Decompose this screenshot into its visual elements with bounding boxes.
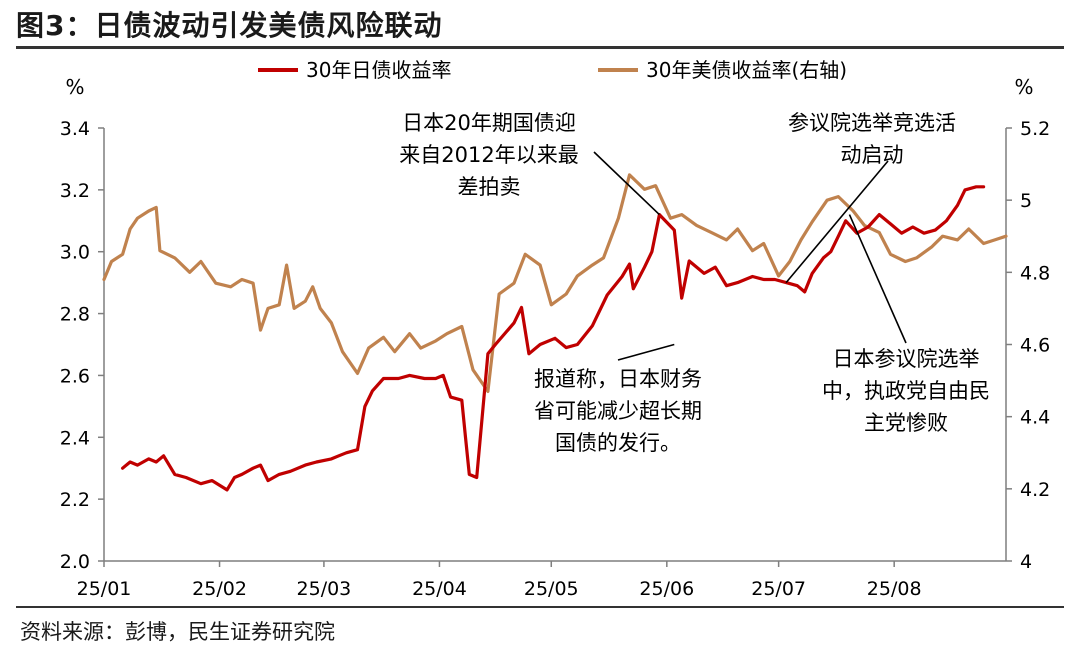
- ann-jgb20-leader: [593, 151, 660, 216]
- right-tick-label: 4.4: [1020, 407, 1050, 429]
- ann-election-result-leader: [848, 214, 907, 344]
- ann-mof-text: 报道称，日本财务: [534, 367, 702, 391]
- right-tick-label: 5: [1020, 190, 1032, 212]
- left-tick-label: 2.2: [60, 489, 90, 511]
- legend-label-jgb30: 30年日债收益率: [306, 58, 451, 82]
- series-line-jgb30: [121, 185, 986, 492]
- left-axis-unit: %: [65, 75, 84, 99]
- ann-election-result-text: 主党惨败: [864, 411, 948, 435]
- x-tick-label: 25/05: [524, 578, 579, 600]
- left-tick-label: 2.6: [60, 365, 90, 387]
- right-tick-label: 4: [1020, 551, 1032, 573]
- ann-election-start-leader: [785, 160, 889, 284]
- left-tick-label: 2.0: [60, 551, 90, 573]
- legend: 30年日债收益率 30年美债收益率(右轴): [258, 58, 847, 82]
- chart: % % 2.0 2.2 2.4 2.6 2.8 3.0 3.2 3.4 4 4.2 4.4 4.6 4.8 5…: [60, 58, 1050, 600]
- x-tick-label: 25/01: [77, 578, 132, 600]
- right-tick-label: 4.6: [1020, 335, 1050, 357]
- ann-jgb20-text: 来自2012年以来最: [399, 143, 578, 167]
- x-tick-label: 25/08: [867, 578, 922, 600]
- x-tick-label: 25/03: [297, 578, 352, 600]
- series-layer: [102, 173, 1008, 492]
- ann-election-result-text: 中，执政党自由民: [822, 379, 990, 403]
- right-tick-label: 4.2: [1020, 479, 1050, 501]
- x-tick-label: 25/02: [192, 578, 247, 600]
- bottom-rule: [16, 606, 1064, 608]
- x-tick-label: 25/04: [412, 578, 467, 600]
- annotation-layer: 日本20年期国债迎来自2012年以来最差拍卖报道称，日本财务省可能减少超长期国债…: [399, 111, 990, 455]
- ann-jgb20-text: 日本20年期国债迎: [402, 111, 576, 135]
- title-rule: [16, 46, 1064, 49]
- left-tick-label: 3.4: [60, 118, 90, 140]
- ann-election-start-text: 参议院选举竞选活: [788, 111, 956, 135]
- ann-mof-text: 省可能减少超长期: [534, 399, 702, 423]
- x-tick-label: 25/06: [639, 578, 694, 600]
- left-tick-label: 3.0: [60, 242, 90, 264]
- right-axis-unit: %: [1014, 75, 1033, 99]
- series-line-ust30: [102, 173, 1008, 393]
- ann-election-start-text: 动启动: [841, 143, 904, 167]
- axes: % % 2.0 2.2 2.4 2.6 2.8 3.0 3.2 3.4 4 4.2 4.4 4.6 4.8 5…: [60, 75, 1050, 600]
- source-note: 资料来源：彭博，民生证券研究院: [20, 620, 335, 644]
- left-tick-label: 2.8: [60, 304, 90, 326]
- ann-election-result-text: 日本参议院选举: [833, 347, 980, 371]
- ann-jgb20-text: 差拍卖: [458, 175, 521, 199]
- left-tick-label: 2.4: [60, 427, 90, 449]
- x-tick-label: 25/07: [751, 578, 806, 600]
- figure-title: 图3：日债波动引发美债风险联动: [16, 9, 443, 42]
- ann-mof-leader: [617, 343, 675, 361]
- left-tick-label: 3.2: [60, 180, 90, 202]
- right-tick-label: 5.2: [1020, 118, 1050, 140]
- legend-label-ust30: 30年美债收益率(右轴): [646, 58, 847, 82]
- right-tick-label: 4.8: [1020, 262, 1050, 284]
- ann-mof-text: 国债的发行。: [555, 431, 681, 455]
